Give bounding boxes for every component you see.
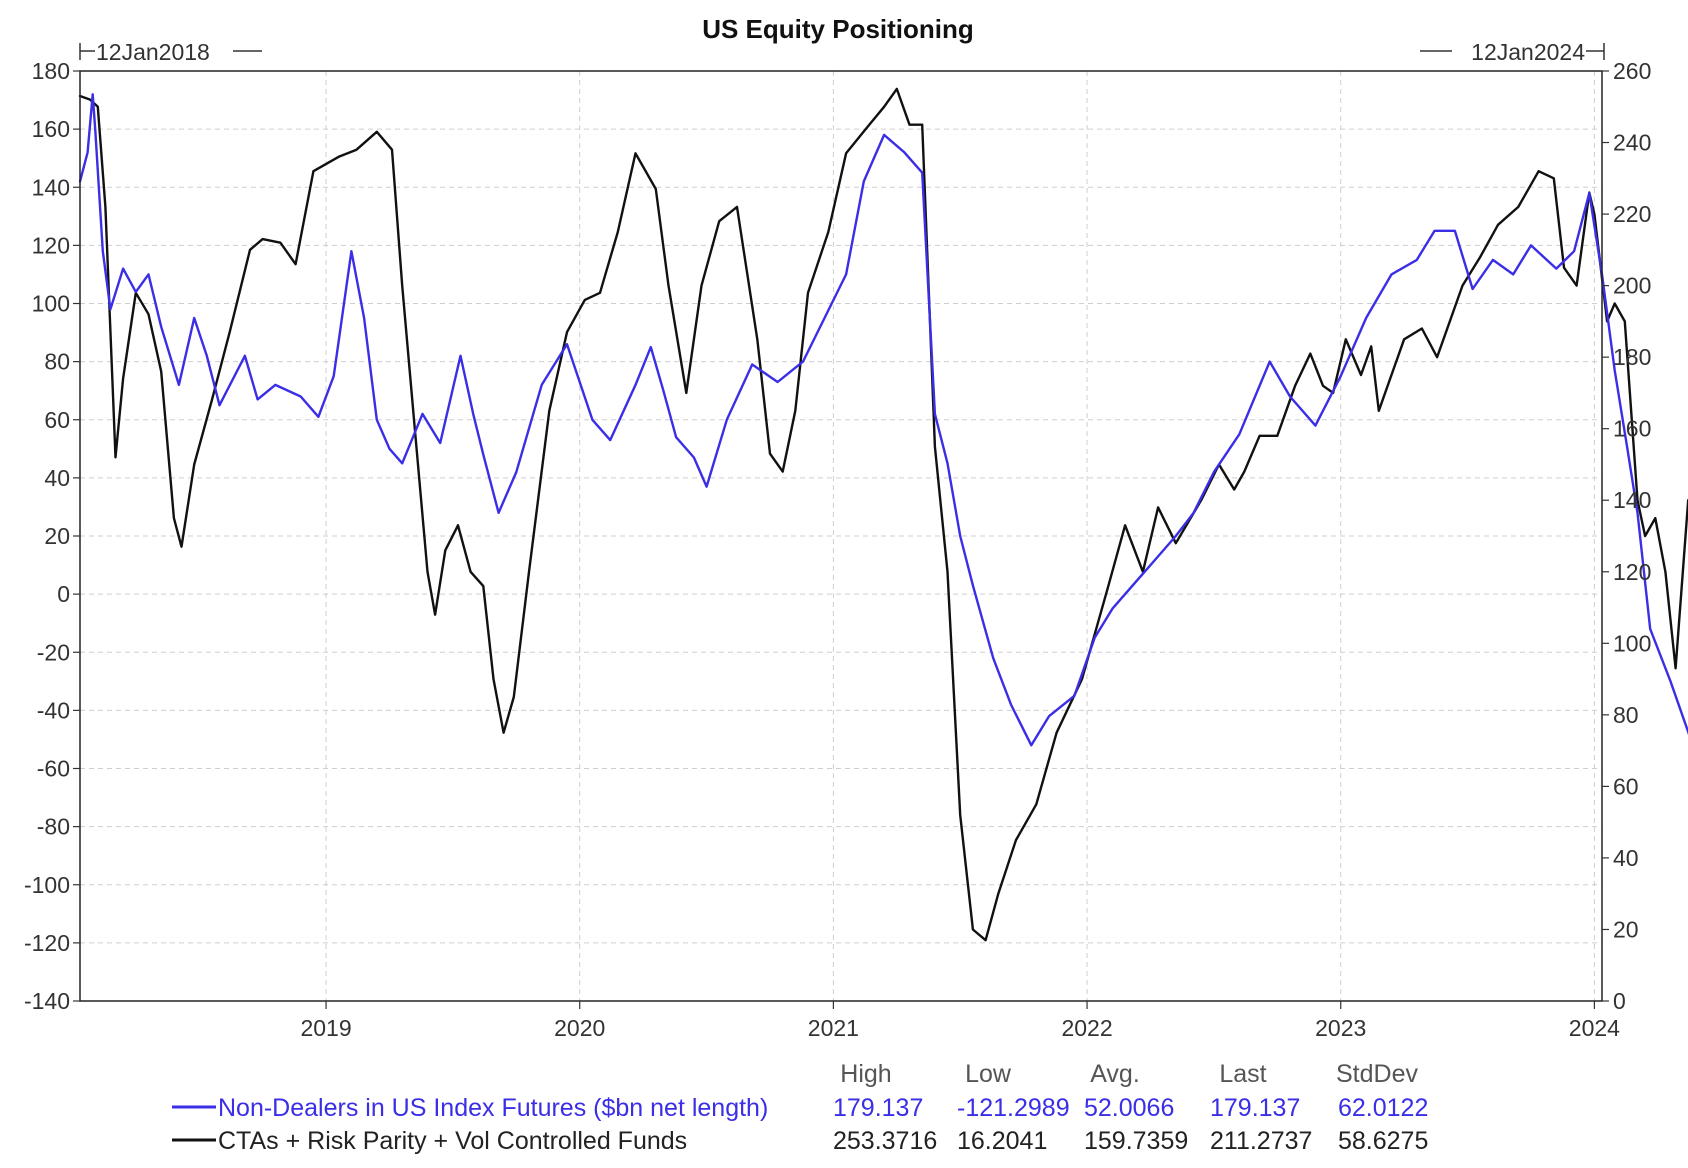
legend-row-black: CTAs + Risk Parity + Vol Controlled Fund… xyxy=(172,1127,1428,1155)
right-tick-label: 20 xyxy=(1613,916,1639,942)
left-tick-label: -120 xyxy=(24,930,70,956)
stat-low-black: 16.2041 xyxy=(957,1127,1047,1155)
left-tick-label: -80 xyxy=(37,814,70,840)
stat-stddev-blue: 62.0122 xyxy=(1338,1094,1428,1122)
x-tick-label: 2021 xyxy=(808,1015,859,1041)
right-tick-label: 140 xyxy=(1613,487,1651,513)
right-tick-label: 60 xyxy=(1613,773,1639,799)
right-tick-label: 260 xyxy=(1613,58,1651,84)
left-tick-label: 120 xyxy=(32,232,70,258)
left-tick-label: -20 xyxy=(37,639,70,665)
series-line-ctas xyxy=(78,87,1688,942)
left-tick-label: -140 xyxy=(24,988,70,1014)
stat-stddev-black: 58.6275 xyxy=(1338,1127,1428,1155)
series-line-non-dealers xyxy=(78,93,1688,747)
left-tick-label: 140 xyxy=(32,174,70,200)
stat-header-low: Low xyxy=(965,1060,1012,1088)
stat-header-last: Last xyxy=(1219,1060,1266,1088)
right-tick-label: 0 xyxy=(1613,988,1626,1014)
left-tick-label: 80 xyxy=(44,349,70,375)
left-tick-label: 100 xyxy=(32,291,70,317)
stats-header: High Low Avg. Last StdDev xyxy=(840,1060,1418,1088)
right-tick-label: 240 xyxy=(1613,130,1651,156)
x-axis: 2019 2020 2021 2022 2023 2024 xyxy=(300,1001,1620,1041)
stat-last-black: 211.2737 xyxy=(1210,1127,1312,1155)
right-tick-label: 40 xyxy=(1613,845,1639,871)
right-tick-label: 180 xyxy=(1613,344,1651,370)
right-tick-label: 120 xyxy=(1613,559,1651,585)
left-tick-label: 40 xyxy=(44,465,70,491)
right-tick-label: 100 xyxy=(1613,630,1651,656)
legend-row-blue: Non-Dealers in US Index Futures ($bn net… xyxy=(172,1094,1428,1122)
stat-high-black: 253.3716 xyxy=(833,1127,937,1155)
left-tick-label: 20 xyxy=(44,523,70,549)
range-end-marker: 12Jan2024 xyxy=(1420,39,1605,65)
stat-header-high: High xyxy=(840,1060,891,1088)
stat-header-stddev: StdDev xyxy=(1336,1060,1418,1088)
left-tick-label: -100 xyxy=(24,872,70,898)
stat-avg-blue: 52.0066 xyxy=(1084,1094,1174,1122)
right-tick-label: 160 xyxy=(1613,416,1651,442)
range-start-label: 12Jan2018 xyxy=(96,39,210,65)
left-tick-label: 180 xyxy=(32,58,70,84)
x-tick-label: 2020 xyxy=(554,1015,605,1041)
range-end-label: 12Jan2024 xyxy=(1471,39,1585,65)
stat-avg-black: 159.7359 xyxy=(1084,1127,1188,1155)
left-tick-label: 160 xyxy=(32,116,70,142)
legend-label-black: CTAs + Risk Parity + Vol Controlled Fund… xyxy=(218,1127,687,1155)
left-axis: 180 160 140 120 100 80 60 40 20 0 -20 -40 -60 -80 -100… xyxy=(24,58,80,1014)
legend-label-blue: Non-Dealers in US Index Futures ($bn net… xyxy=(218,1094,768,1122)
right-tick-label: 80 xyxy=(1613,702,1639,728)
plot-area xyxy=(78,87,1688,942)
x-tick-label: 2019 xyxy=(300,1015,351,1041)
stat-header-avg: Avg. xyxy=(1090,1060,1140,1088)
chart-title: US Equity Positioning xyxy=(702,14,974,44)
stat-low-blue: -121.2989 xyxy=(957,1094,1070,1122)
grid xyxy=(80,71,1602,1001)
left-tick-label: 60 xyxy=(44,407,70,433)
range-start-marker: 12Jan2018 xyxy=(79,39,262,65)
left-tick-label: 0 xyxy=(57,581,70,607)
left-tick-label: -40 xyxy=(37,697,70,723)
x-tick-label: 2022 xyxy=(1061,1015,1112,1041)
left-tick-label: -60 xyxy=(37,756,70,782)
stat-high-blue: 179.137 xyxy=(833,1094,923,1122)
right-tick-label: 200 xyxy=(1613,273,1651,299)
right-tick-label: 220 xyxy=(1613,201,1651,227)
stat-last-blue: 179.137 xyxy=(1210,1094,1300,1122)
x-tick-label: 2024 xyxy=(1569,1015,1620,1041)
x-tick-label: 2023 xyxy=(1315,1015,1366,1041)
